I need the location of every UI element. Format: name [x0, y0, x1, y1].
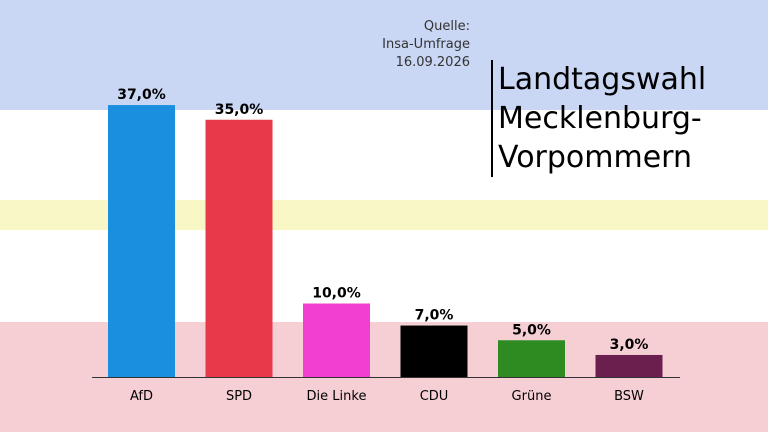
bar-cdu — [400, 325, 468, 377]
category-label-bsw: BSW — [614, 389, 644, 404]
value-label-cdu: 7,0% — [415, 308, 454, 324]
bar-afd — [108, 105, 175, 378]
source-date: 16.09.2026 — [395, 55, 470, 70]
bar-die-linke — [303, 303, 370, 377]
category-label-grüne: Grüne — [512, 389, 552, 404]
source-note: Quelle: Insa-Umfrage 16.09.2026 — [340, 18, 470, 72]
bar-spd — [205, 119, 273, 377]
source-label: Quelle: — [423, 19, 470, 34]
category-label-die-linke: Die Linke — [307, 389, 367, 404]
chart-title: Landtagswahl Mecklenburg- Vorpommern — [491, 60, 706, 177]
value-label-afd: 37,0% — [117, 87, 166, 103]
value-label-die-linke: 10,0% — [312, 286, 361, 302]
category-label-cdu: CDU — [420, 389, 449, 404]
source-survey: Insa-Umfrage — [382, 37, 470, 52]
bar-bsw — [595, 354, 663, 377]
value-label-bsw: 3,0% — [610, 337, 649, 353]
value-label-spd: 35,0% — [215, 102, 264, 118]
category-label-spd: SPD — [226, 389, 252, 404]
category-label-afd: AfD — [130, 389, 153, 404]
background-band-blue — [0, 0, 768, 110]
bar-grüne — [498, 340, 565, 377]
value-label-grüne: 5,0% — [512, 322, 551, 338]
